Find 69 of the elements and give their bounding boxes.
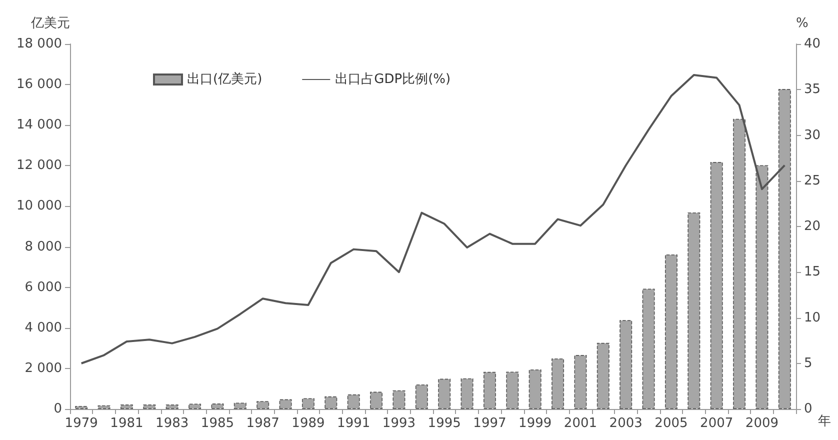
bar <box>664 254 678 409</box>
y-tick-label: 14 000 <box>16 118 62 133</box>
y-tick-label: 16 000 <box>16 77 62 92</box>
y-tick-label: 4 000 <box>24 320 62 336</box>
y2-tick-label: 0 <box>804 402 812 416</box>
bar <box>211 404 224 409</box>
y-tick-label: 0 <box>54 402 62 416</box>
bar <box>256 401 270 409</box>
y2-tick-label: 40 <box>804 36 821 52</box>
legend-label: 出口(亿美元) <box>187 71 262 87</box>
bar <box>415 384 428 409</box>
x-tick-label: 1981 <box>110 416 144 431</box>
y-tick-label: 2 000 <box>24 360 62 376</box>
bar <box>506 372 519 409</box>
bar <box>483 372 496 409</box>
bar <box>552 358 564 409</box>
bar <box>347 394 360 409</box>
bar <box>188 404 202 409</box>
x-tick-label: 2003 <box>609 416 642 431</box>
bar <box>392 390 406 409</box>
y2-tick-label: 10 <box>804 310 821 326</box>
y-tick-label: 6 000 <box>24 280 62 295</box>
y2-tick-label: 35 <box>804 82 821 98</box>
x-axis-title: 年 <box>818 414 832 429</box>
y2-tick-label: 5 <box>804 356 812 371</box>
y-tick-label: 12 000 <box>16 158 62 174</box>
bar <box>234 402 246 409</box>
x-tick-label: 1991 <box>337 416 370 431</box>
x-tick-label: 1997 <box>473 416 506 431</box>
bar <box>574 355 587 409</box>
bar <box>596 342 610 409</box>
y2-tick-label: 25 <box>804 173 821 188</box>
x-tick-label: 1993 <box>382 416 416 431</box>
bar <box>166 404 178 409</box>
y2-tick-label: 30 <box>804 128 821 143</box>
bar <box>528 369 542 409</box>
x-tick-label: 2001 <box>564 416 598 431</box>
bar <box>620 320 632 409</box>
y2-axis-title: % <box>796 16 808 31</box>
bar <box>710 162 723 409</box>
x-tick-label: 1979 <box>64 416 98 431</box>
bar <box>143 404 156 409</box>
y-tick-label: 8 000 <box>24 239 62 254</box>
y2-tick-label: 15 <box>804 264 821 280</box>
bar <box>642 288 655 409</box>
bar <box>688 212 700 409</box>
x-tick-label: 1995 <box>428 416 461 431</box>
bar <box>438 378 451 409</box>
x-tick-label: 1985 <box>200 416 234 431</box>
y2-tick-label: 20 <box>804 219 821 234</box>
y-axis-title: 亿美元 <box>30 15 70 31</box>
x-tick-label: 1989 <box>292 416 325 431</box>
x-tick-label: 1999 <box>518 416 552 431</box>
x-tick-label: 2005 <box>654 416 688 431</box>
bar <box>98 405 110 409</box>
bar <box>279 399 292 409</box>
x-tick-label: 1983 <box>156 416 189 431</box>
x-tick-label: 2009 <box>745 416 779 431</box>
bar <box>460 378 474 409</box>
bar <box>370 392 383 409</box>
bar <box>120 404 133 409</box>
bar <box>324 396 338 409</box>
y-tick-label: 10 000 <box>16 198 62 214</box>
x-tick-label: 1987 <box>246 416 280 431</box>
bar <box>302 398 314 409</box>
y-tick-label: 18 000 <box>16 36 62 52</box>
bar <box>75 406 88 409</box>
x-tick-label: 2007 <box>700 416 734 431</box>
legend-label: 出口占GDP比例(%) <box>335 72 451 87</box>
